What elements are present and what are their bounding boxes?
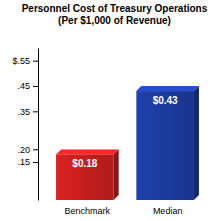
bar-top [136, 86, 199, 91]
y-tick-mark [33, 111, 38, 112]
bar [136, 91, 194, 200]
y-tick: .35 [17, 107, 38, 117]
bars [56, 86, 199, 200]
x-tick-label: Benchmark [65, 206, 111, 216]
x-tick-label: Median [153, 206, 183, 216]
y-tick: .15 [17, 157, 38, 167]
y-axis: $.55 .45 .35 .20 .15 [12, 49, 38, 201]
y-tick-label: .15 [17, 157, 30, 167]
y-tick-mark [33, 61, 38, 62]
y-tick-mark [33, 149, 38, 150]
y-axis-line [38, 49, 39, 201]
y-tick-mark [33, 86, 38, 87]
y-tick-label: .45 [17, 81, 30, 91]
y-tick-label: .20 [17, 145, 30, 155]
bar [56, 154, 114, 200]
bar-side [114, 149, 119, 200]
bar-top [56, 149, 119, 154]
data-label: $0.18 [72, 158, 97, 169]
title: Personnel Cost of Treasury Operations [22, 3, 208, 14]
y-tick: $.55 [12, 56, 38, 66]
y-tick-label: .35 [17, 107, 30, 117]
subtitle: (Per $1,000 of Revenue) [58, 15, 171, 26]
bar-side [194, 86, 199, 200]
y-tick: .20 [17, 145, 38, 155]
y-tick: .45 [17, 81, 38, 91]
data-label: $0.43 [153, 95, 178, 106]
y-tick-mark [33, 162, 38, 163]
chart: Personnel Cost of Treasury Operations(Pe… [0, 0, 217, 221]
y-tick-label: $.55 [12, 56, 30, 66]
